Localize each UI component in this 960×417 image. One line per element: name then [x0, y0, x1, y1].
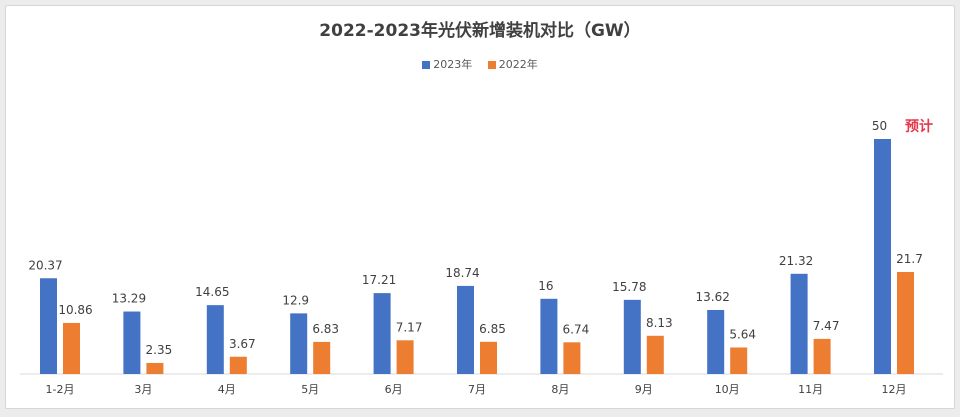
- value-label-2022-0: 10.86: [58, 303, 92, 317]
- x-tick-label-1: 3月: [134, 383, 152, 396]
- value-label-2023-4: 17.21: [362, 273, 396, 287]
- chart-title: 2022-2023年光伏新增装机对比（GW）: [319, 21, 641, 41]
- x-tick-label-4: 6月: [385, 383, 403, 396]
- x-tick-label-8: 10月: [715, 383, 740, 396]
- bar-2023-1: [123, 311, 141, 374]
- bar-2022-9: [813, 338, 831, 374]
- value-label-2022-9: 7.47: [813, 319, 840, 333]
- value-label-2022-8: 5.64: [729, 327, 756, 341]
- legend-swatch-2022: [487, 61, 496, 69]
- x-tick-label-6: 8月: [551, 383, 569, 396]
- legend-item-2023: 2023年: [422, 56, 472, 72]
- bar-2023-2: [206, 305, 224, 374]
- chart-legend: 2023年 2022年: [0, 56, 960, 72]
- value-label-2023-7: 15.78: [612, 280, 646, 294]
- value-label-2023-10: 50: [872, 119, 887, 133]
- legend-swatch-2023: [422, 61, 431, 69]
- bar-2023-10: [874, 139, 891, 374]
- value-label-2023-1: 13.29: [112, 292, 146, 306]
- value-label-2023-3: 12.9: [282, 293, 309, 307]
- x-tick-label-5: 7月: [468, 383, 486, 396]
- bar-2022-5: [480, 341, 497, 374]
- x-tick-label-7: 9月: [635, 383, 653, 396]
- bar-2023-0: [40, 278, 57, 374]
- value-label-2023-5: 18.74: [445, 266, 479, 280]
- x-tick-label-10: 12月: [882, 383, 907, 396]
- bar-2022-8: [730, 347, 748, 374]
- bar-2022-4: [396, 340, 414, 374]
- x-tick-label-3: 5月: [301, 383, 319, 396]
- x-tick-label-2: 4月: [218, 383, 236, 396]
- bar-2022-6: [563, 342, 581, 374]
- legend-item-2022: 2022年: [487, 56, 538, 72]
- bar-2022-2: [229, 356, 247, 374]
- bar-2023-7: [623, 299, 641, 374]
- bars-group: 20.37 10.86 1-2月 13.29 2.35 3月 14.65 3.67 4月 12.9…: [28, 119, 923, 396]
- value-label-2022-4: 7.17: [396, 320, 423, 334]
- value-label-2023-8: 13.62: [696, 290, 730, 304]
- bar-2022-7: [646, 335, 664, 374]
- bar-2023-4: [373, 293, 391, 374]
- bar-2022-10: [897, 272, 914, 374]
- bar-2023-9: [790, 273, 808, 374]
- value-label-2023-0: 20.37: [28, 258, 62, 272]
- bar-2023-3: [290, 313, 308, 374]
- legend-label-2022: 2022年: [498, 58, 538, 71]
- value-label-2022-10: 21.7: [896, 252, 923, 266]
- value-label-2022-3: 6.83: [312, 322, 339, 336]
- bar-2023-5: [457, 285, 474, 374]
- value-label-2023-6: 16: [538, 279, 553, 293]
- value-label-2022-6: 6.74: [563, 322, 590, 336]
- value-label-2022-7: 8.13: [646, 316, 673, 330]
- bar-2023-6: [540, 298, 558, 374]
- value-label-2022-1: 2.35: [146, 343, 173, 357]
- bar-2022-1: [146, 362, 164, 374]
- value-label-2022-2: 3.67: [229, 337, 256, 351]
- legend-label-2023: 2023年: [433, 58, 473, 71]
- x-tick-label-0: 1-2月: [46, 383, 75, 396]
- forecast-annotation: 预计: [905, 119, 933, 135]
- bar-2023-8: [707, 309, 725, 374]
- x-tick-label-9: 11月: [798, 383, 823, 396]
- bar-2022-3: [313, 341, 331, 374]
- bar-2022-0: [63, 322, 80, 374]
- value-label-2023-2: 14.65: [195, 285, 229, 299]
- value-label-2022-5: 6.85: [479, 322, 506, 336]
- value-label-2023-9: 21.32: [779, 254, 813, 268]
